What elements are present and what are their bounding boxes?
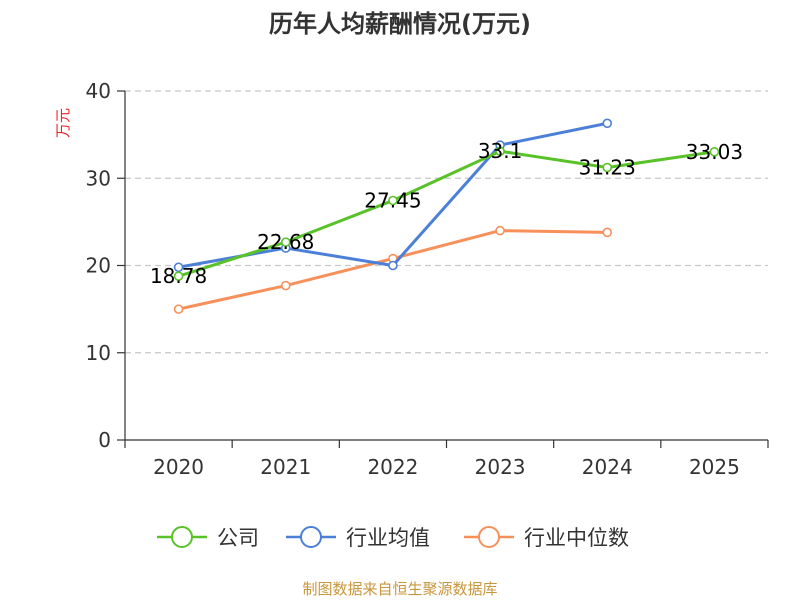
data-point bbox=[602, 118, 613, 129]
series-group bbox=[173, 118, 720, 314]
y-tick-label: 30 bbox=[86, 166, 111, 190]
data-point bbox=[280, 237, 291, 247]
y-tick-label: 0 bbox=[98, 428, 111, 452]
x-tick-label: 2024 bbox=[582, 455, 633, 479]
legend[interactable]: 公司 行业均值 行业中位数 bbox=[157, 526, 629, 550]
data-label: 22.68 bbox=[257, 230, 314, 254]
data-point bbox=[173, 271, 184, 281]
x-tick-label: 2021 bbox=[260, 455, 311, 479]
y-tick-label: 40 bbox=[86, 79, 111, 103]
data-point bbox=[173, 262, 184, 273]
y-tick-label: 10 bbox=[86, 341, 111, 365]
series-line-0 bbox=[178, 149, 715, 278]
legend-label-0: 公司 bbox=[217, 526, 259, 550]
x-tick-label: 2025 bbox=[689, 455, 740, 479]
data-point bbox=[280, 280, 291, 291]
grid-lines bbox=[125, 90, 768, 354]
legend-marker-0 bbox=[171, 526, 193, 548]
data-label: 31.23 bbox=[579, 156, 636, 180]
data-point bbox=[602, 162, 613, 173]
data-point bbox=[602, 227, 613, 238]
data-label: 33.1 bbox=[478, 139, 523, 163]
x-tick-label: 2020 bbox=[153, 455, 204, 479]
data-point bbox=[495, 146, 505, 157]
data-point bbox=[709, 147, 720, 157]
legend-marker-2 bbox=[478, 526, 500, 548]
data-point bbox=[388, 195, 398, 206]
data-label: 33.03 bbox=[686, 140, 743, 164]
data-point bbox=[388, 260, 398, 271]
data-point bbox=[495, 225, 505, 236]
legend-label-2: 行业中位数 bbox=[524, 526, 629, 550]
y-axis-label: 万元 bbox=[54, 108, 72, 138]
legend-label-1: 行业均值 bbox=[346, 526, 430, 550]
chart-title: 历年人均薪酬情况(万元) bbox=[269, 10, 531, 38]
axes: 0 10 20 30 40 2020 2021 2022 2023 2024 2025 bbox=[86, 79, 769, 479]
x-tick-label: 2023 bbox=[475, 455, 526, 479]
source-note: 制图数据来自恒生聚源数据库 bbox=[302, 580, 497, 598]
y-tick-label: 20 bbox=[86, 254, 111, 278]
legend-marker-1 bbox=[300, 526, 322, 548]
data-label: 18.78 bbox=[150, 264, 207, 288]
data-labels: 18.78 22.68 27.45 33.1 31.23 33.03 bbox=[150, 139, 743, 288]
x-tick-label: 2022 bbox=[367, 455, 418, 479]
data-label: 27.45 bbox=[364, 188, 421, 212]
data-point bbox=[173, 304, 184, 314]
